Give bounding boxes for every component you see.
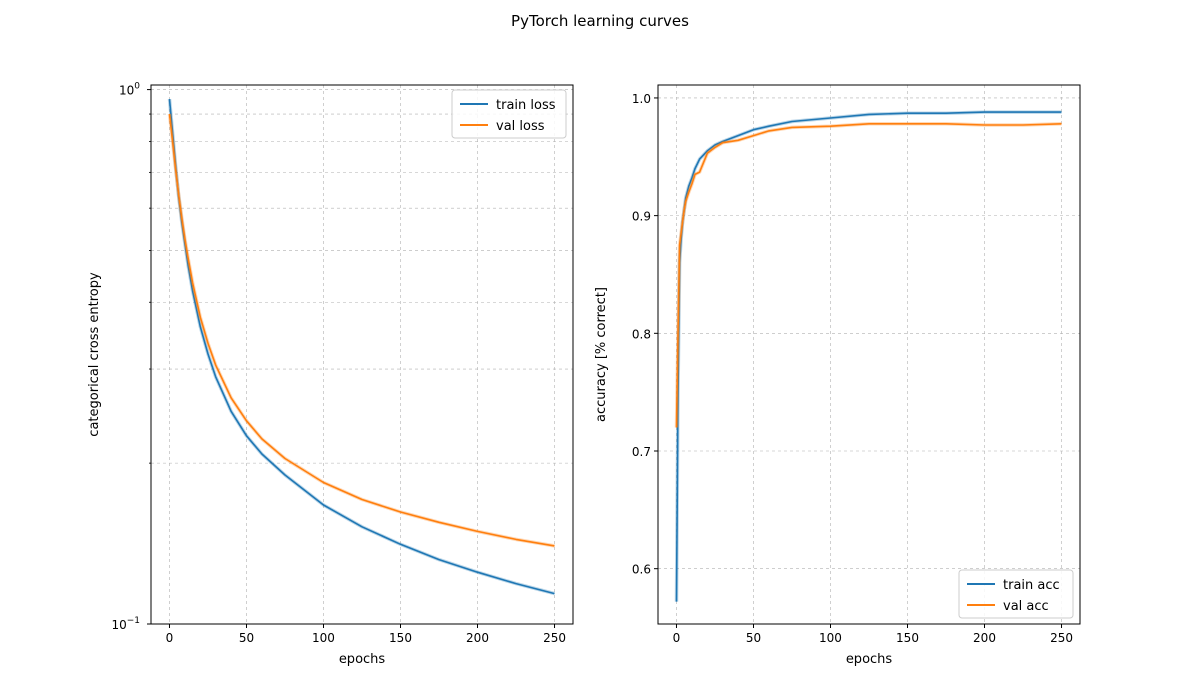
chart-0-x-tick-label: 150 — [389, 631, 412, 645]
chart-1-legend-label-0: train acc — [1003, 578, 1060, 593]
chart-0-x-axis-label: epochs — [339, 652, 386, 667]
chart-1-y-axis-label: accuracy [% correct] — [594, 287, 609, 422]
chart-0-axes-frame — [150, 84, 574, 625]
chart-0-x-tick-label: 100 — [312, 631, 335, 645]
chart-1-y-tick-label: 0.8 — [632, 327, 651, 341]
chart-1-y-tick-label: 0.6 — [632, 563, 651, 577]
chart-0-y-axis-label: categorical cross entropy — [87, 272, 102, 437]
chart-0-series-1-line — [168, 113, 555, 547]
chart-1-x-tick-label: 250 — [1050, 631, 1073, 645]
chart-1-plot-area — [658, 85, 1080, 624]
chart-1-axes-frame — [657, 84, 1081, 625]
chart-0-x-tick-label: 0 — [166, 631, 174, 645]
chart-1-x-tick-label: 0 — [673, 631, 681, 645]
chart-1-x-tick-label: 150 — [896, 631, 919, 645]
chart-1-x-axis-label: epochs — [846, 652, 893, 667]
chart-1-series-1-line — [675, 123, 1062, 428]
chart-1-x-tick-label: 200 — [973, 631, 996, 645]
chart-1-y-tick-label: 0.9 — [632, 210, 651, 224]
chart-0-legend-label-1: val loss — [496, 119, 545, 134]
chart-1-x-tick-label: 100 — [819, 631, 842, 645]
chart-1-legend-label-1: val acc — [1003, 599, 1049, 614]
chart-0-x-tick-label: 250 — [543, 631, 566, 645]
chart-1-legend: train acc val acc — [958, 569, 1074, 619]
figure-title: PyTorch learning curves — [511, 12, 689, 30]
chart-1-x-tick-label: 50 — [746, 631, 761, 645]
accuracy-chart: 0 50 100 150 200 250 0.6 0.7 0.8 0.9 1.0 epochs accu… — [594, 84, 1081, 667]
chart-0-plot-area — [151, 85, 573, 624]
chart-0-x-tick-label: 200 — [466, 631, 489, 645]
chart-0-legend: train loss val loss — [451, 89, 567, 139]
chart-1-y-tick-label: 0.7 — [632, 445, 651, 459]
chart-0-legend-label-0: train loss — [496, 98, 556, 113]
chart-1-y-tick-label: 1.0 — [632, 92, 651, 106]
loss-chart: 0 50 100 150 200 25010010−1epochscategorical … — [87, 82, 574, 667]
chart-0-x-tick-label: 50 — [239, 631, 254, 645]
